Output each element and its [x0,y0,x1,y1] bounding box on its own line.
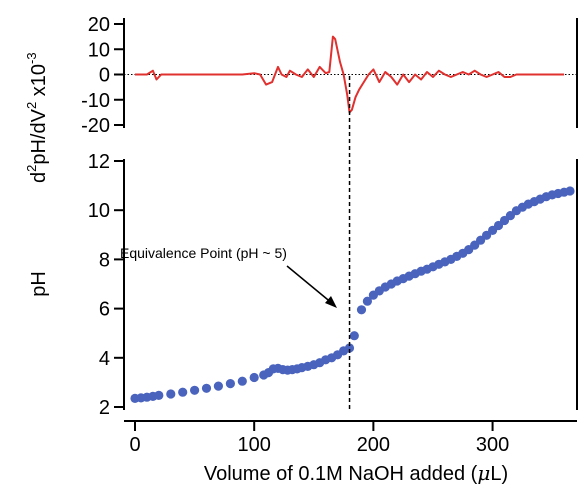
ph-data-point [356,305,367,315]
ph-panel: 2 4 6 8 10 12 0 100 200 300 [88,151,578,456]
x-tick-label: 200 [357,434,390,456]
ph-y-tick-label: 10 [88,200,110,222]
x-tick-label: 100 [238,434,271,456]
second-derivative-line [135,35,565,114]
x-tick-label: 300 [476,434,509,456]
ph-y-tick-label: 8 [99,249,110,271]
ph-data-point [201,383,212,393]
annotation-arrow-shaft [286,265,334,305]
ph-data-point [178,387,188,397]
top-y-tick-label: 10 [88,39,110,61]
ph-y-tick-label: 2 [99,397,110,419]
ph-data-point [344,343,355,353]
ph-y-tick-label: 6 [99,299,110,321]
top-y-tick-label: 20 [88,14,110,36]
ph-data-point [349,331,359,341]
top-y-tick-label: -20 [81,115,110,137]
annotation-label: Equivalence Point (pH ~ 5) [120,245,287,261]
ph-data-point [225,379,235,389]
second-derivative-panel: -20 -10 0 10 20 [81,14,578,137]
ph-y-axis-label: pH [28,271,50,297]
ph-data-point [154,390,164,400]
ph-data-point [237,376,247,386]
ph-y-tick-label: 4 [99,348,110,370]
x-tick-label: 0 [129,434,140,456]
ph-data-point [249,372,259,383]
ph-data-point [166,389,176,399]
x-axis-label: Volume of 0.1M NaOH added (μL) [204,461,508,485]
ph-data-point [565,186,575,196]
top-y-axis-label: d2pH/dV2 x10-3 [24,52,50,183]
ph-data-point [190,385,200,395]
top-y-tick-label: 0 [99,65,110,87]
ph-data-point [213,381,223,391]
annotation-arrowhead [325,296,337,308]
ph-data-point [362,296,372,306]
top-y-tick-label: -10 [81,90,110,112]
ph-y-tick-label: 12 [88,151,110,173]
